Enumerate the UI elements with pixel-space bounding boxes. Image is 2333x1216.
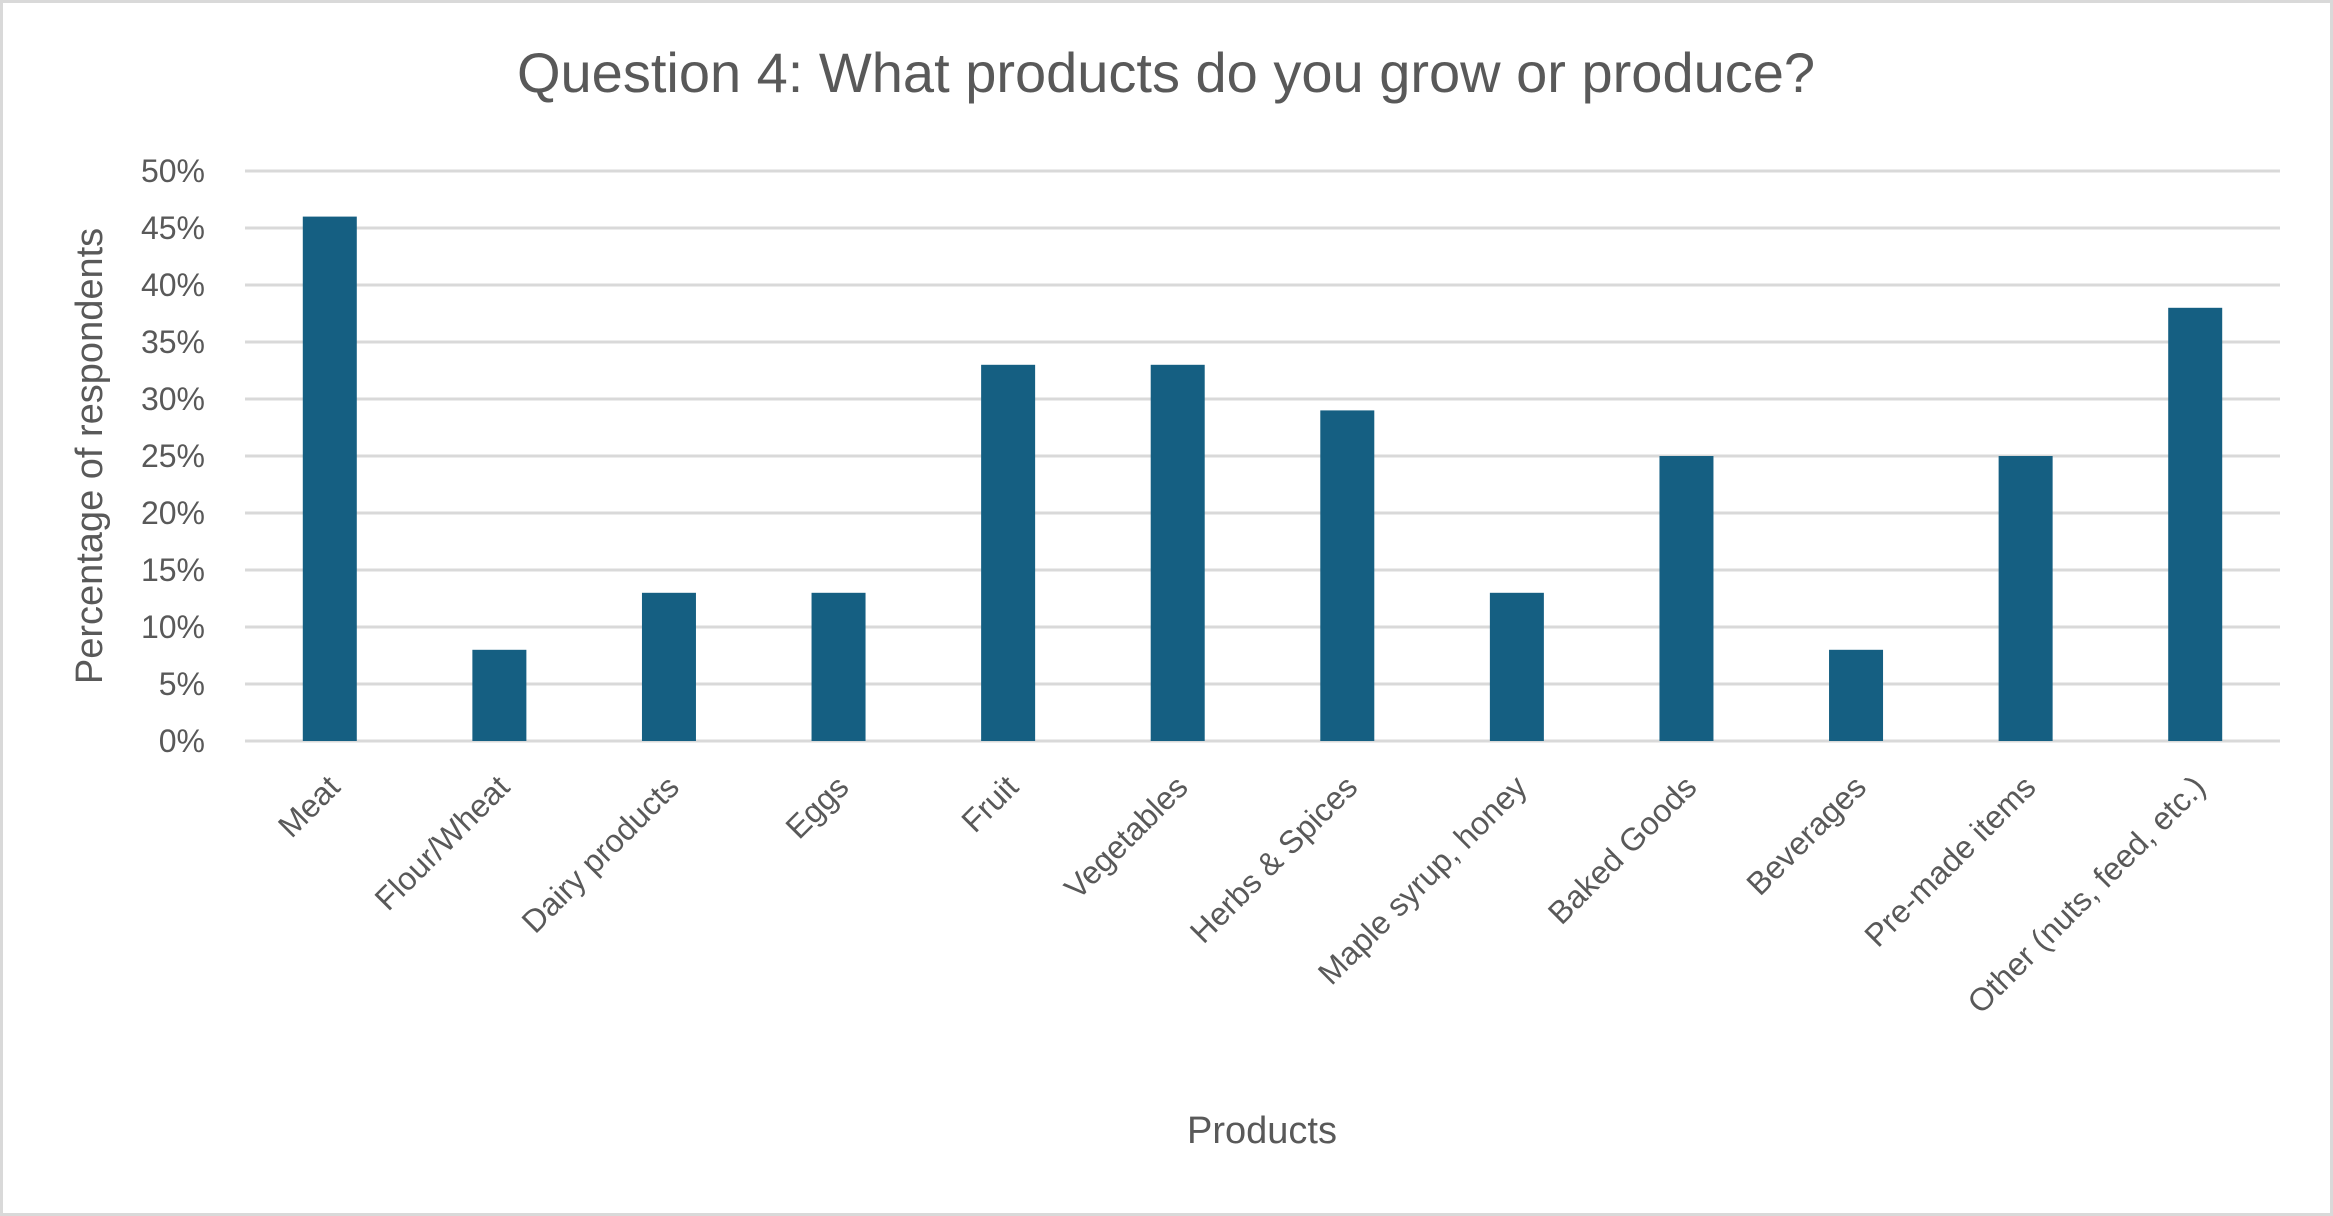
y-tick-label: 40% bbox=[141, 267, 205, 303]
gridlines bbox=[245, 169, 2280, 743]
bar-maple-syrup-honey bbox=[1489, 592, 1544, 741]
bar-fruit bbox=[981, 364, 1036, 741]
y-tick-label: 20% bbox=[141, 495, 205, 531]
bar-vegetables bbox=[1150, 364, 1205, 741]
y-tick-label: 50% bbox=[141, 153, 205, 189]
y-axis-title: Percentage of respondents bbox=[69, 228, 111, 684]
bar-herbs-spices bbox=[1320, 410, 1375, 741]
y-tick-label: 10% bbox=[141, 609, 205, 645]
bar-beverages bbox=[1829, 649, 1884, 741]
y-tick-label: 30% bbox=[141, 381, 205, 417]
y-tick-label: 25% bbox=[141, 438, 205, 474]
y-tick-label: 35% bbox=[141, 324, 205, 360]
y-tick-label: 0% bbox=[159, 723, 205, 759]
y-tick-label: 15% bbox=[141, 552, 205, 588]
x-axis-title: Products bbox=[1187, 1110, 1337, 1152]
chart-title: Question 4: What products do you grow or… bbox=[517, 41, 1815, 104]
y-tick-labels: 0% 5% 10% 15% 20% 25% 30% 35% 40% 45% 50% bbox=[141, 153, 205, 759]
y-tick-label: 45% bbox=[141, 210, 205, 246]
bar-baked-goods bbox=[1659, 456, 1714, 741]
bars bbox=[302, 216, 2223, 742]
bar-pre-made-items bbox=[1998, 456, 2053, 741]
bar-flour-wheat bbox=[472, 649, 527, 741]
bar-dairy-products bbox=[641, 592, 696, 741]
bar-other-nuts-feed-etc bbox=[2168, 307, 2223, 741]
y-tick-label: 5% bbox=[159, 666, 205, 702]
bar-eggs bbox=[811, 592, 866, 741]
bar-meat bbox=[302, 216, 357, 742]
